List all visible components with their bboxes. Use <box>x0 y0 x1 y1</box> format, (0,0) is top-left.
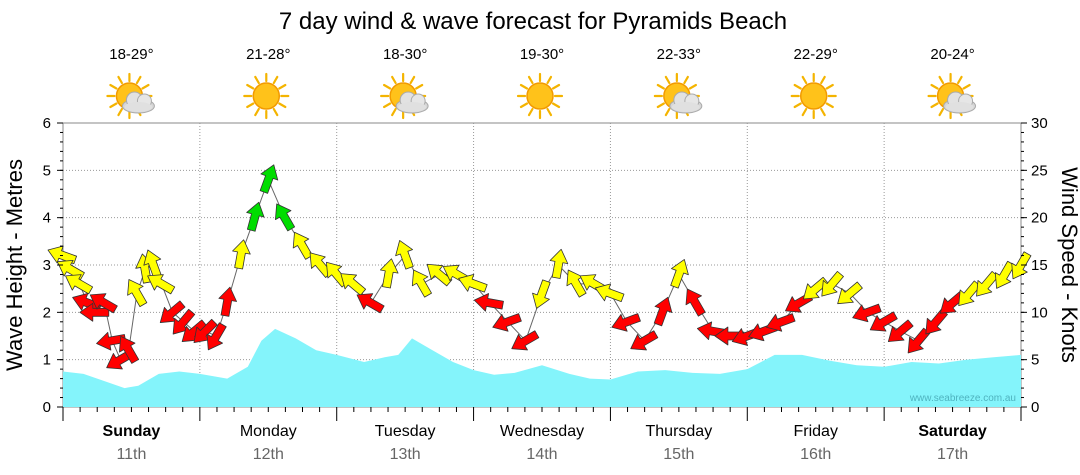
wind-arrow <box>246 201 265 232</box>
day-label: Thursday <box>646 423 713 440</box>
wind-arrow <box>292 231 313 260</box>
axes: 0 1 2 3 4 5 6 0 5 10 15 20 25 30 Sunday 11th Monday 12th T… <box>43 115 1048 463</box>
y2-axis-title: Wind Speed - Knots <box>1057 167 1080 363</box>
watermark: www.seabreeze.com.au <box>909 393 1016 404</box>
wind-arrow <box>72 293 102 312</box>
day-label: Tuesday <box>375 423 436 440</box>
y-tick-label: 3 <box>43 257 51 274</box>
wind-arrow <box>532 279 551 309</box>
weather-row: 18-29° 21-28° 18-30° 19-30° 22-33° 22-29° 20-2… <box>106 46 977 120</box>
wind-arrow <box>594 283 625 303</box>
partly-cloudy-icon <box>653 72 703 120</box>
wind-arrow <box>492 313 522 332</box>
date-label: 12th <box>253 446 284 463</box>
date-label: 17th <box>937 446 968 463</box>
wind-arrow <box>630 330 659 351</box>
wind-arrow <box>852 303 882 323</box>
wind-arrow <box>79 302 110 322</box>
wind-arrow <box>275 203 296 232</box>
wind-arrow <box>218 286 237 317</box>
day-label: Friday <box>793 423 837 440</box>
wind-arrow <box>994 260 1015 289</box>
wind-arrow <box>119 335 140 364</box>
wind-arrow <box>426 263 453 287</box>
wind-arrow <box>653 296 673 327</box>
wind-arrow <box>869 311 898 332</box>
y-tick-label: 1 <box>43 352 51 369</box>
temp-range: 18-29° <box>109 46 153 63</box>
temp-range: 20-24° <box>930 46 974 63</box>
y2-tick-label: 15 <box>1031 257 1048 274</box>
date-label: 15th <box>663 446 694 463</box>
temp-range: 19-30° <box>520 46 564 63</box>
wind-arrow <box>65 274 94 295</box>
wind-arrow <box>206 322 227 351</box>
wind-arrow <box>611 313 641 332</box>
day-label: Sunday <box>103 423 161 440</box>
temp-range: 22-33° <box>657 46 701 63</box>
temp-range: 21-28° <box>246 46 290 63</box>
wind-arrow <box>340 273 367 296</box>
wind-arrow <box>549 248 569 279</box>
wind-arrow <box>766 313 796 332</box>
sunny-icon <box>243 72 290 120</box>
day-label: Wednesday <box>500 423 584 440</box>
wind-arrow <box>379 258 399 289</box>
sunny-icon <box>790 72 837 120</box>
wind-arrow <box>458 274 488 293</box>
sunny-icon <box>516 72 564 120</box>
wind-arrow <box>89 293 118 314</box>
temp-range: 22-29° <box>794 46 838 63</box>
wind-arrow <box>670 259 689 289</box>
wind-arrow <box>803 276 829 300</box>
y-axis-title: Wave Height - Metres <box>2 159 27 371</box>
partly-cloudy-icon <box>106 72 155 120</box>
wind-arrow <box>127 279 148 308</box>
wind-series <box>47 164 1032 370</box>
wind-arrow <box>685 288 706 317</box>
wind-arrow <box>821 270 844 297</box>
y-tick-label: 4 <box>43 210 51 227</box>
y2-tick-label: 0 <box>1031 399 1039 416</box>
y2-tick-label: 20 <box>1031 210 1048 227</box>
wave-series <box>63 328 1021 407</box>
plot-area <box>62 122 1022 408</box>
y-tick-label: 0 <box>43 399 51 416</box>
wind-arrow <box>147 274 176 295</box>
date-label: 13th <box>390 446 421 463</box>
partly-cloudy-icon <box>380 72 429 120</box>
temp-range: 18-30° <box>383 46 427 63</box>
wind-arrow <box>887 319 914 342</box>
partly-cloudy-icon <box>927 72 977 120</box>
day-label: Saturday <box>918 423 987 440</box>
y2-tick-label: 10 <box>1031 304 1048 321</box>
y2-tick-label: 5 <box>1031 352 1039 369</box>
wind-arrow <box>473 293 504 312</box>
wind-arrow <box>395 240 414 270</box>
y-tick-label: 6 <box>43 115 51 132</box>
y-tick-label: 2 <box>43 304 51 321</box>
y2-tick-label: 25 <box>1031 162 1048 179</box>
date-label: 11th <box>116 446 146 463</box>
wind-arrow <box>511 330 540 351</box>
wind-arrow <box>837 281 863 305</box>
day-label: Monday <box>240 423 297 440</box>
date-label: 14th <box>526 446 557 463</box>
wave-height-area <box>63 328 1021 407</box>
chart-title: 7 day wind & wave forecast for Pyramids … <box>279 8 787 35</box>
wind-arrow <box>259 164 279 194</box>
wind-arrow <box>232 239 251 270</box>
date-label: 16th <box>800 446 831 463</box>
y-tick-label: 5 <box>43 162 51 179</box>
wind-arrow <box>411 269 432 298</box>
y2-tick-label: 30 <box>1031 115 1048 132</box>
wind-arrow <box>356 293 385 314</box>
